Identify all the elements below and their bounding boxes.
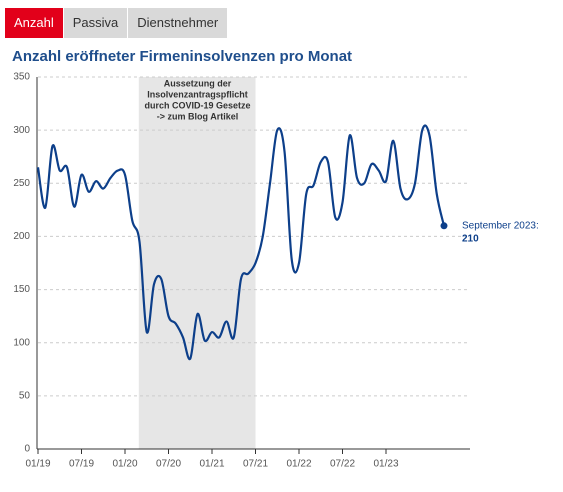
end-value: 210 [462,233,479,244]
y-tick-label: 200 [13,231,30,242]
tab[interactable]: Dienstnehmer [128,8,229,38]
x-tick-label: 01/22 [286,459,311,470]
y-tick-label: 250 [13,178,30,189]
chart-title: Anzahl eröffneter Firmeninsolvenzen pro … [12,48,353,65]
end-point [440,222,448,230]
annotation: Insolvenzantragspflicht [147,89,248,99]
y-tick-label: 50 [19,390,31,401]
x-tick-label: 07/19 [69,459,94,470]
shaded-period [138,77,256,449]
annotation: durch COVID-19 Gesetze [144,100,250,110]
x-tick-label: 07/21 [243,459,268,470]
annotation: -> zum Blog Artikel [157,111,238,121]
tab-bar: Anzahl Passiva Dienstnehmer [5,8,229,38]
y-tick-label: 300 [13,125,30,136]
end-label: September 2023: [462,220,539,231]
x-tick-label: 01/20 [112,459,137,470]
x-tick-label: 01/21 [199,459,224,470]
line [36,124,446,361]
tab[interactable]: Anzahl [5,8,64,38]
annotation: Aussetzung der [164,78,232,88]
y-tick-label: 350 [13,72,30,83]
tab[interactable]: Passiva [63,8,129,38]
y-tick-label: 150 [13,284,30,295]
y-tick-label: 0 [24,444,30,455]
x-tick-label: 07/22 [330,459,355,470]
x-tick-label: 01/23 [373,459,398,470]
y-tick-label: 100 [13,337,30,348]
x-tick-label: 07/20 [156,459,181,470]
x-tick-label: 01/19 [25,459,50,470]
